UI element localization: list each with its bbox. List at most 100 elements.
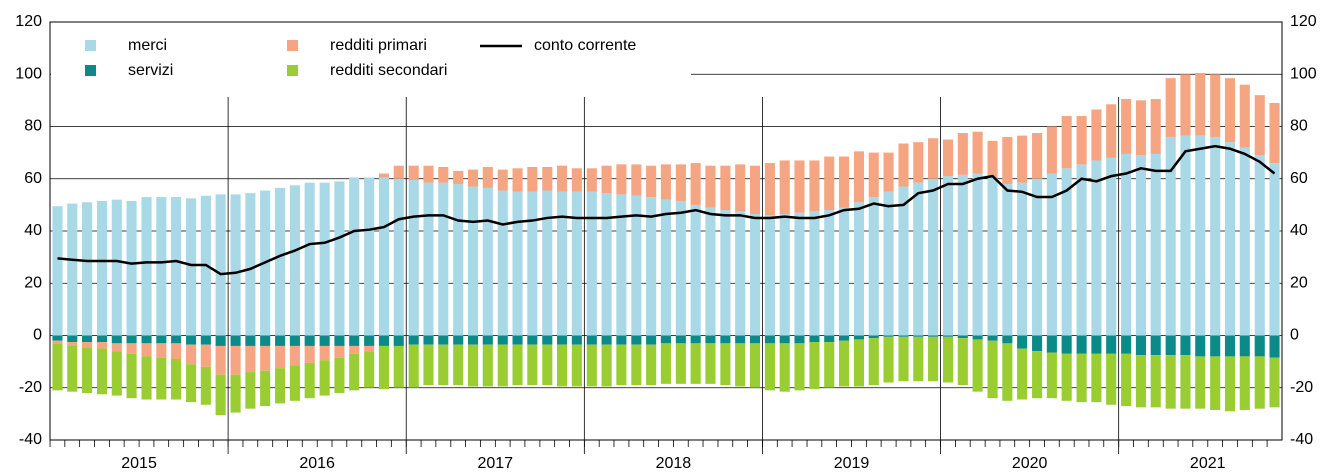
legend-label: redditi primari bbox=[330, 37, 427, 54]
bar bbox=[838, 207, 850, 336]
bar bbox=[616, 335, 627, 345]
bar bbox=[883, 152, 894, 192]
bar bbox=[868, 152, 879, 198]
bar bbox=[349, 345, 360, 354]
bar bbox=[720, 210, 731, 336]
bar bbox=[1032, 133, 1043, 179]
bar bbox=[393, 335, 404, 346]
legend-label: conto corrente bbox=[534, 37, 636, 54]
bar bbox=[156, 197, 167, 336]
bar bbox=[1269, 335, 1280, 358]
bar bbox=[542, 335, 553, 345]
bar bbox=[334, 181, 345, 336]
bar bbox=[987, 140, 998, 178]
y-tick-label: 120 bbox=[15, 13, 42, 30]
bar bbox=[1135, 100, 1146, 156]
bar bbox=[1165, 78, 1176, 137]
bar bbox=[512, 191, 523, 336]
bar bbox=[512, 168, 523, 192]
bar bbox=[126, 353, 137, 399]
bar bbox=[408, 165, 419, 181]
bar bbox=[720, 165, 731, 211]
bar bbox=[260, 370, 271, 407]
legend-swatch bbox=[287, 40, 298, 51]
bar bbox=[898, 143, 909, 187]
bar bbox=[853, 339, 865, 387]
bar bbox=[497, 344, 508, 387]
bar bbox=[631, 344, 642, 386]
bar bbox=[1076, 335, 1087, 354]
bar bbox=[1061, 168, 1072, 336]
bar bbox=[141, 356, 152, 400]
y-tick-label: -20 bbox=[19, 379, 42, 396]
bar bbox=[111, 199, 122, 336]
bar bbox=[1106, 157, 1117, 336]
bar bbox=[319, 345, 330, 361]
x-tick-label: 2020 bbox=[1012, 455, 1048, 472]
bar bbox=[957, 335, 968, 339]
bar bbox=[230, 335, 241, 346]
bar bbox=[200, 366, 211, 405]
bar bbox=[1135, 335, 1146, 356]
bar bbox=[52, 343, 63, 391]
bar bbox=[378, 335, 390, 346]
bar bbox=[215, 335, 226, 346]
bar bbox=[364, 345, 375, 352]
bar bbox=[453, 183, 464, 336]
bar bbox=[557, 335, 568, 345]
bar bbox=[1210, 74, 1221, 137]
bar bbox=[96, 200, 108, 336]
bar bbox=[957, 174, 968, 336]
y2-tick-label: 80 bbox=[1290, 118, 1308, 135]
bar bbox=[245, 193, 256, 336]
y2-tick-label: -20 bbox=[1290, 379, 1313, 396]
bar bbox=[720, 343, 731, 386]
bar bbox=[378, 345, 390, 390]
bar bbox=[913, 142, 924, 183]
x-tick-label: 2019 bbox=[834, 455, 870, 472]
bar bbox=[215, 345, 226, 375]
bar bbox=[646, 335, 657, 345]
bar bbox=[1135, 355, 1146, 408]
bar bbox=[1002, 136, 1013, 184]
bar bbox=[616, 164, 627, 195]
bar bbox=[349, 177, 360, 336]
bar bbox=[1165, 355, 1176, 409]
bar bbox=[690, 204, 701, 336]
bar bbox=[408, 344, 419, 388]
bar bbox=[186, 335, 197, 345]
bar bbox=[245, 335, 256, 346]
bar bbox=[1254, 335, 1265, 357]
bar bbox=[289, 185, 300, 336]
bar bbox=[1150, 99, 1161, 154]
line bbox=[57, 144, 1276, 276]
bar bbox=[972, 173, 983, 336]
bar bbox=[631, 335, 642, 345]
bar bbox=[1210, 356, 1221, 410]
x-tick-label: 2016 bbox=[299, 455, 335, 472]
bar bbox=[898, 335, 909, 337]
bar bbox=[868, 338, 879, 386]
bar bbox=[1210, 335, 1221, 357]
bar bbox=[660, 343, 671, 384]
bar bbox=[408, 180, 419, 336]
bar bbox=[1180, 74, 1191, 136]
y-tick-label: 20 bbox=[24, 274, 42, 291]
bar bbox=[942, 176, 954, 336]
bar bbox=[453, 344, 464, 386]
bar bbox=[497, 335, 508, 345]
bar bbox=[527, 191, 538, 336]
bar bbox=[987, 340, 998, 399]
bar bbox=[408, 335, 419, 345]
bar bbox=[289, 335, 300, 346]
y-tick-label: 60 bbox=[24, 170, 42, 187]
bar bbox=[1165, 335, 1176, 356]
bar bbox=[1135, 155, 1146, 336]
bar bbox=[171, 359, 182, 400]
bar bbox=[96, 348, 108, 395]
bar bbox=[1269, 163, 1280, 336]
bar bbox=[1002, 343, 1013, 401]
bar bbox=[824, 210, 835, 336]
bar bbox=[586, 168, 597, 192]
